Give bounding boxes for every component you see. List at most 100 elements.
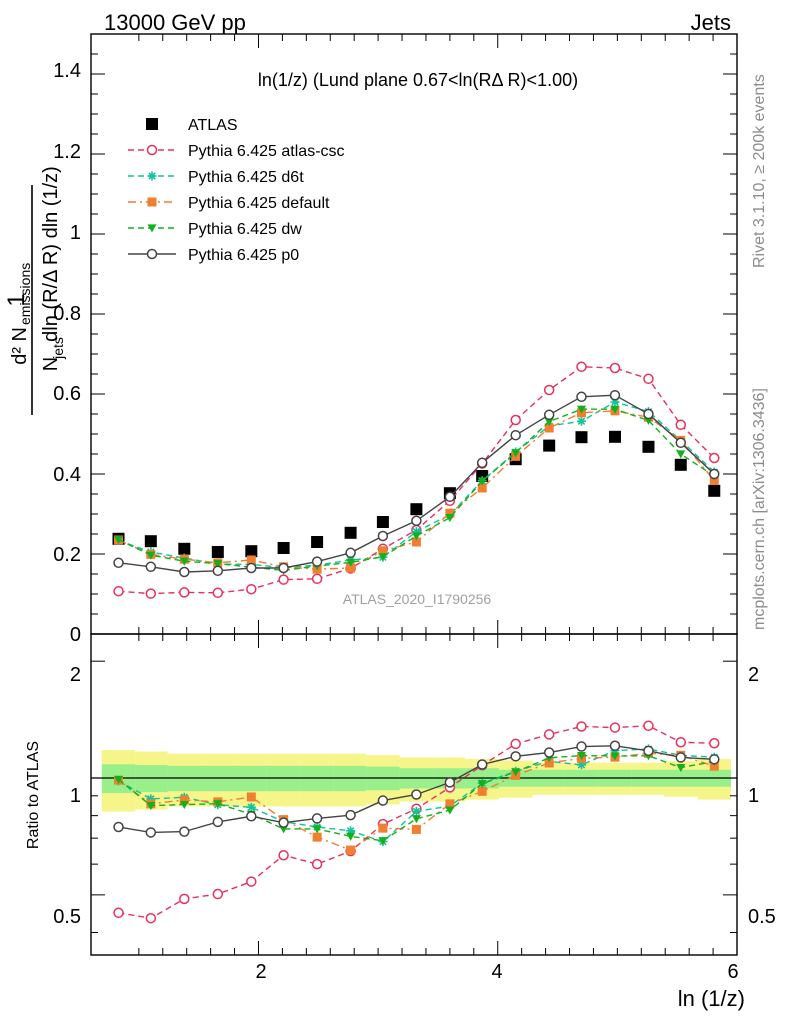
data-point: [377, 795, 389, 806]
data-point: [410, 503, 423, 516]
data-point: [643, 720, 654, 732]
data-point: [411, 515, 422, 527]
data-point: [213, 560, 223, 569]
data-point: [445, 806, 455, 815]
data-point: [476, 759, 488, 770]
series-3: [114, 406, 719, 574]
data-point: [344, 526, 357, 539]
data-point: [378, 553, 388, 562]
data-point: [178, 542, 191, 555]
data-point: [511, 449, 521, 458]
data-point: [676, 763, 686, 773]
data-point: [212, 565, 224, 577]
data-point: [709, 754, 720, 765]
data-point: [709, 761, 719, 771]
data-point: [179, 893, 190, 905]
main-y-tick-label: 0.6: [53, 383, 81, 405]
data-point: [179, 587, 190, 598]
legend-entry: Pythia 6.425 default: [128, 195, 330, 212]
data-point: [477, 483, 487, 493]
data-point: [145, 561, 157, 573]
ratio-y-tick-label-right: 2: [748, 664, 759, 686]
data-point: [145, 912, 157, 924]
data-point: [113, 907, 124, 919]
ratio-panel-frame: [90, 633, 738, 956]
data-point: [544, 423, 554, 433]
data-point: [444, 777, 456, 788]
analysis-watermark: ATLAS_2020_I1790256: [343, 591, 492, 607]
data-point: [675, 437, 687, 449]
data-point: [278, 817, 289, 828]
data-point: [510, 414, 521, 426]
data-point: [114, 775, 124, 784]
legend-entry: Pythia 6.425 atlas-csc: [128, 143, 345, 160]
data-point: [212, 888, 224, 900]
main-series-layer: [112, 361, 721, 599]
x-tick-label: 4: [491, 961, 502, 983]
data-point: [346, 832, 356, 841]
data-point: [575, 431, 588, 444]
data-point: [411, 815, 421, 824]
data-point: [246, 562, 257, 574]
data-point: [311, 556, 323, 567]
data-point: [146, 248, 158, 260]
data-point: [609, 722, 621, 733]
svg-text:dln (R/Δ R) dln (1/z): dln (R/Δ R) dln (1/z): [40, 166, 62, 342]
main-y-tick-label: 1: [70, 222, 81, 244]
x-axis-label: ln (1/z): [678, 986, 745, 1011]
data-point: [544, 418, 554, 427]
data-point: [144, 535, 157, 548]
main-y-tick-label: 0: [70, 624, 81, 646]
data-point: [609, 362, 621, 374]
data-point: [576, 416, 586, 426]
data-point: [346, 845, 356, 855]
data-point: [643, 416, 653, 425]
ratio-y-axis-label: Ratio to ATLAS: [25, 741, 42, 849]
ratio-series-5: [113, 740, 720, 838]
data-point: [311, 573, 323, 585]
main-y-tick-label: 0.8: [53, 303, 81, 325]
data-point: [576, 721, 587, 732]
x-tick-label: 6: [727, 961, 738, 983]
data-point: [411, 824, 421, 834]
data-point: [179, 800, 189, 810]
data-point: [676, 450, 686, 459]
data-point: [675, 737, 687, 748]
data-point: [643, 408, 654, 420]
legend-label: Pythia 6.425 p0: [188, 247, 299, 264]
data-point: [179, 566, 190, 578]
data-point: [145, 588, 157, 599]
data-point: [278, 574, 289, 585]
data-point: [278, 562, 289, 574]
data-point: [246, 802, 256, 812]
data-point: [477, 786, 487, 796]
series-5: [113, 389, 720, 578]
data-point: [510, 751, 521, 762]
ratio-y-tick-label: 1: [70, 785, 81, 807]
data-point: [675, 752, 687, 763]
legend-entry: ATLAS: [146, 117, 238, 134]
data-point: [179, 826, 190, 837]
main-y-tick-labels: 0 0.2 0.4 0.6 0.8 1 1.2 1.4: [53, 60, 81, 646]
data-point: [543, 439, 556, 452]
data-point: [277, 542, 290, 554]
main-y-tick-label: 1.2: [53, 141, 81, 163]
svg-text:d² N: d² N: [9, 327, 31, 365]
data-point: [212, 816, 224, 828]
data-point: [246, 876, 257, 887]
data-point: [576, 361, 587, 373]
data-point: [608, 430, 621, 443]
data-point: [477, 477, 487, 486]
data-point: [444, 491, 456, 503]
x-tick-label: 2: [255, 961, 266, 983]
legend-entry: Pythia 6.425 dw: [128, 221, 302, 238]
main-y-tick-label: 1.4: [53, 60, 81, 82]
data-point: [246, 583, 257, 595]
data-point: [445, 799, 455, 809]
data-point: [114, 536, 124, 545]
data-point: [378, 823, 388, 833]
data-point: [643, 373, 654, 385]
data-point: [510, 429, 521, 441]
ratio-y-tick-label-right: 0.5: [748, 906, 776, 928]
